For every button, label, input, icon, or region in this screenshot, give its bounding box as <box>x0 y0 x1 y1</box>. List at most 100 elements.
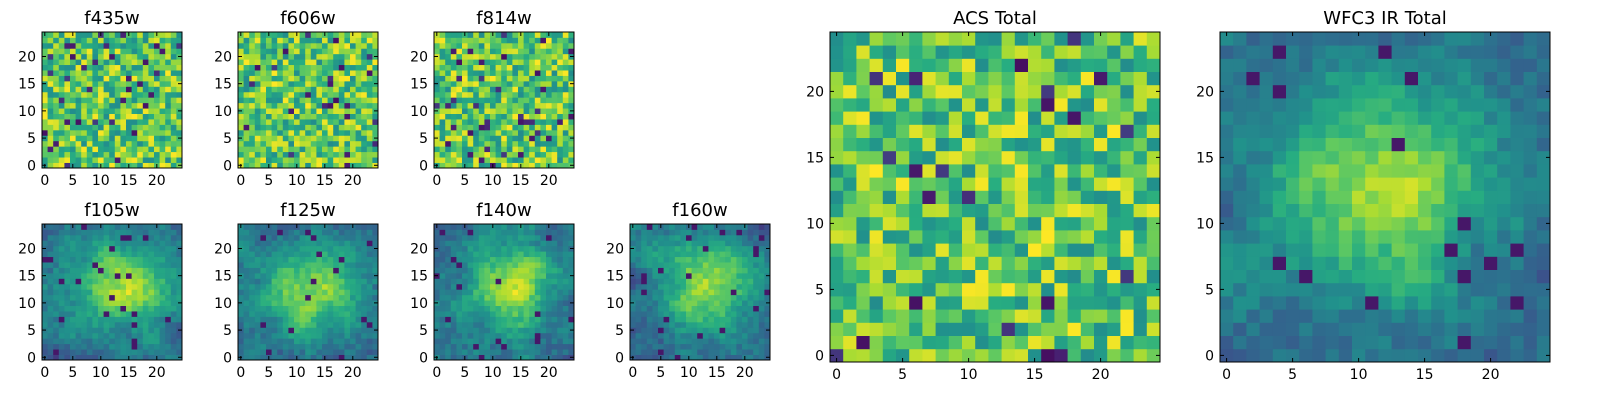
heatmap-cell <box>310 97 317 104</box>
heatmap-cell <box>843 322 857 336</box>
heatmap-cell <box>344 32 351 38</box>
heatmap-cell <box>327 108 334 114</box>
heatmap-cell <box>830 309 844 323</box>
heatmap-cell <box>669 240 676 247</box>
heatmap-cell <box>249 64 256 71</box>
heatmap-cell <box>75 256 82 263</box>
heatmap-cell <box>523 294 530 301</box>
heatmap-cell <box>64 316 71 323</box>
heatmap-cell <box>355 349 362 355</box>
heatmap-cell <box>1067 296 1082 310</box>
heatmap-cell <box>271 113 278 120</box>
heatmap-cell <box>310 272 317 279</box>
heatmap-cell <box>238 251 244 258</box>
heatmap-cell <box>764 256 771 263</box>
heatmap-cell <box>1054 243 1068 257</box>
heatmap-cell <box>669 305 676 312</box>
heatmap-cell <box>674 240 681 247</box>
heatmap-cell <box>747 272 754 279</box>
heatmap-cell <box>948 322 963 336</box>
heatmap-cell <box>64 75 71 82</box>
heatmap-cell <box>310 305 317 312</box>
heatmap-cell <box>869 269 884 284</box>
heatmap-cell <box>81 305 88 312</box>
heatmap-cell <box>260 300 267 306</box>
heatmap-cell <box>523 300 530 306</box>
heatmap-cell <box>490 267 496 274</box>
heatmap-cell <box>322 283 328 290</box>
heatmap-cell <box>546 97 552 104</box>
heatmap-cell <box>534 70 541 76</box>
heatmap-cell <box>501 300 508 306</box>
heatmap-cell <box>316 162 323 169</box>
heatmap-cell <box>551 113 558 120</box>
heatmap-cell <box>366 349 373 355</box>
heatmap-cell <box>338 343 345 350</box>
heatmap-cell <box>282 229 289 236</box>
heatmap-cell <box>294 327 300 334</box>
heatmap-cell <box>534 272 541 279</box>
heatmap-cell <box>350 267 356 274</box>
heatmap-cell <box>372 157 379 163</box>
heatmap-cell <box>154 102 160 109</box>
heatmap-cell <box>935 216 950 231</box>
heatmap-cell <box>131 262 138 268</box>
heatmap-cell <box>327 332 334 339</box>
heatmap-cell <box>747 245 754 252</box>
heatmap-cell <box>109 338 116 345</box>
heatmap-cell <box>333 146 340 153</box>
heatmap-cell <box>120 332 127 339</box>
heatmap-cell <box>159 338 166 345</box>
heatmap-cell <box>53 327 60 334</box>
heatmap-cell <box>131 327 138 334</box>
heatmap-cell <box>254 327 261 334</box>
heatmap-cell <box>691 267 698 274</box>
heatmap-cell <box>137 129 144 136</box>
heatmap-cell <box>243 316 250 323</box>
heatmap-cell <box>260 256 267 263</box>
heatmap-cell <box>170 349 177 355</box>
heatmap-cell <box>1133 282 1148 297</box>
heatmap-cell <box>512 70 519 76</box>
heatmap-cell <box>299 321 306 328</box>
heatmap-cell <box>294 42 300 49</box>
heatmap-cell <box>249 349 256 355</box>
heatmap-cell <box>540 140 547 147</box>
heatmap-cell <box>238 124 244 131</box>
heatmap-cell <box>518 229 524 236</box>
heatmap-cell <box>327 300 334 306</box>
heatmap-cell <box>103 157 110 163</box>
heatmap-cell <box>114 119 121 125</box>
heatmap-cell <box>467 300 474 306</box>
heatmap-cell <box>109 321 116 328</box>
heatmap-cell <box>630 294 636 301</box>
heatmap-cell <box>86 338 93 345</box>
heatmap-cell <box>518 42 524 49</box>
heatmap-cell <box>322 316 328 323</box>
heatmap-cell <box>730 305 737 312</box>
heatmap-cell <box>534 129 541 136</box>
heatmap-cell <box>305 311 312 317</box>
heatmap-cell <box>747 256 754 263</box>
heatmap-cell <box>680 234 687 241</box>
heatmap-cell <box>646 354 653 361</box>
heatmap-cell <box>529 80 536 87</box>
heatmap-cell <box>243 119 250 125</box>
heatmap-cell <box>1014 348 1029 363</box>
heatmap-cell <box>935 203 950 218</box>
heatmap-cell <box>350 289 356 296</box>
heatmap-cell <box>462 75 468 82</box>
heatmap-cell <box>456 338 463 345</box>
heatmap-cell <box>948 177 963 191</box>
heatmap-cell <box>131 251 138 258</box>
heatmap-cell <box>462 251 468 258</box>
heatmap-cell <box>260 240 267 247</box>
heatmap-cell <box>445 300 452 306</box>
heatmap-cell <box>333 75 340 82</box>
heatmap-cell <box>669 316 676 323</box>
heatmap-cell <box>86 305 93 312</box>
heatmap-cell <box>86 140 93 147</box>
heatmap-cell <box>109 311 116 317</box>
panel-title-f105w: f105w <box>84 200 139 221</box>
heatmap-cell <box>344 256 351 263</box>
